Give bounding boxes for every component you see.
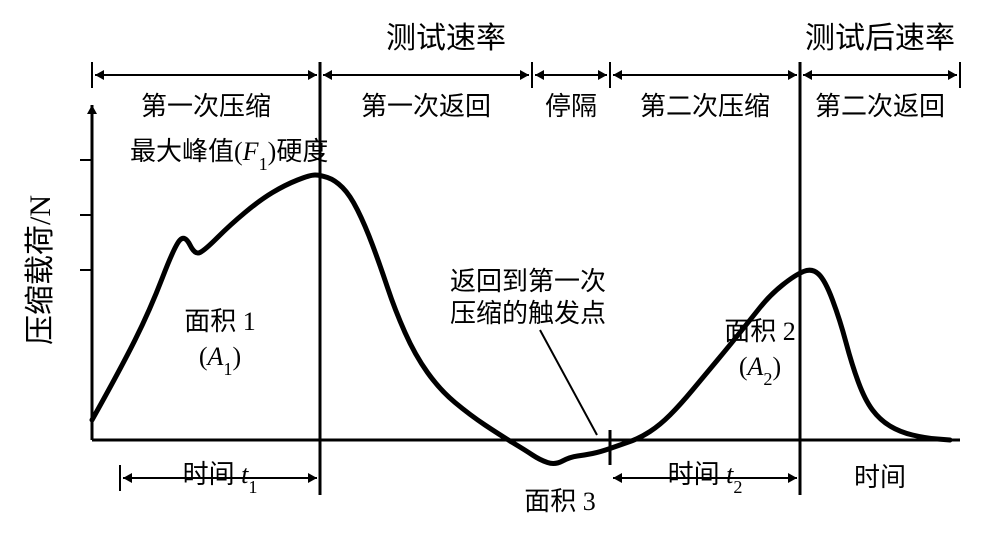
chart-svg: 测试速率 测试后速率第一次压缩 第一次返回 停隔 第二次压缩 第二次返回压缩载荷/N 最大峰… (20, 20, 980, 517)
phase1-label: 第一次压缩 (141, 92, 271, 121)
trigger-leader (540, 330, 597, 435)
area1-label: 面积 1 (184, 307, 256, 336)
trigger-label-2: 压缩的触发点 (450, 299, 606, 328)
tpa-chart: 测试速率 测试后速率第一次压缩 第一次返回 停隔 第二次压缩 第二次返回压缩载荷/N 最大峰… (20, 20, 980, 517)
time1-label: 时间 t1 (183, 460, 258, 497)
phase4-label: 第二次压缩 (640, 92, 770, 121)
area2-label: 面积 2 (724, 317, 796, 346)
peak-label: 最大峰值(F1)硬度 (130, 137, 328, 174)
trigger-label-1: 返回到第一次 (450, 267, 606, 296)
phase5-label: 第二次返回 (815, 92, 945, 121)
phase2-label: 第一次返回 (361, 92, 491, 121)
area2-sym: (A2) (739, 352, 781, 389)
time-axis-label: 时间 (854, 463, 906, 492)
phase3-label: 停隔 (545, 92, 597, 121)
time2-label: 时间 t2 (668, 460, 743, 497)
header-post-rate: 测试后速率 (805, 22, 955, 55)
area3-label: 面积 3 (524, 487, 596, 516)
area1-sym: (A1) (199, 342, 241, 379)
header-test-rate: 测试速率 (386, 22, 506, 55)
y-axis-label: 压缩载荷/N (24, 195, 57, 345)
